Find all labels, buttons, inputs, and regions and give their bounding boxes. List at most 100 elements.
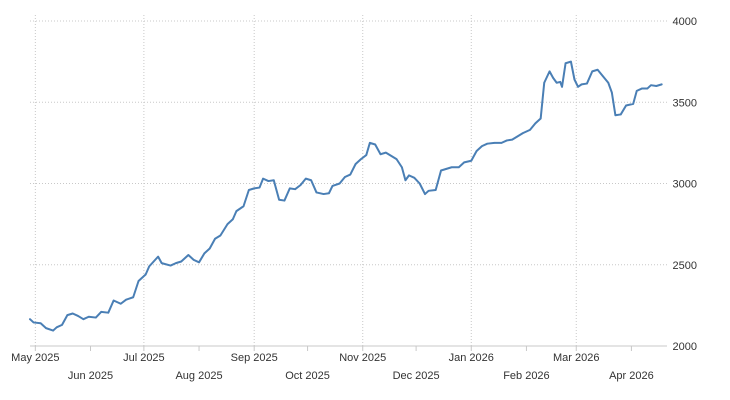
data-point [511,138,513,141]
data-point [52,329,54,332]
data-point [82,318,85,320]
data-point [344,176,346,178]
x-tick-label: Oct 2025 [285,370,330,382]
data-point [559,81,562,83]
data-point [107,311,110,314]
data-point [235,210,238,212]
data-point [625,104,627,107]
y-tick-label: 2500 [673,260,697,272]
data-point [522,132,524,134]
data-point [463,161,465,164]
data-point [486,142,489,145]
data-point [267,180,270,182]
data-point [440,169,442,172]
data-point [66,314,69,316]
data-point [506,139,508,142]
data-point [248,189,250,191]
x-tick-label: Jan 2026 [449,352,494,364]
x-tick-label: Apr 2026 [609,370,654,382]
data-point [137,280,140,282]
data-point [288,187,291,190]
y-tick-label: 3000 [673,179,697,191]
data-point [87,315,90,318]
data-point [573,78,576,81]
data-point [294,188,296,190]
series-line [29,60,663,332]
data-point [516,135,519,138]
data-point [379,153,382,156]
data-point [395,158,398,160]
data-point [543,81,546,84]
data-point [548,70,551,73]
data-point [71,312,74,315]
data-point [354,163,357,165]
data-point [445,168,448,170]
data-point [175,262,177,264]
x-tick-label: Dec 2025 [393,370,440,382]
data-point [214,237,216,240]
data-point [226,223,229,225]
data-point [552,77,554,79]
data-point [614,114,617,117]
data-point [561,86,563,88]
data-point [570,60,572,63]
data-point [602,75,604,78]
x-tick-label: Nov 2025 [339,352,386,364]
data-point [404,179,407,182]
y-tick-label: 4000 [673,16,697,28]
data-point [299,184,302,186]
data-point [534,122,537,125]
data-point [646,87,649,90]
x-tick-label: Sep 2025 [231,352,278,364]
data-point [349,173,352,176]
data-point [360,158,362,160]
data-point [144,273,147,276]
data-point [219,234,222,237]
data-point [555,81,558,84]
x-tick-label: Feb 2026 [503,370,549,382]
data-point [331,185,334,187]
data-point [157,255,159,258]
data-point [100,311,102,313]
data-point [77,315,79,317]
data-point [635,90,638,92]
data-point [328,192,330,195]
data-point [369,142,371,144]
x-tick-label: Mar 2026 [553,352,599,364]
data-point [580,83,583,86]
data-point [180,260,183,263]
data-point [32,321,35,324]
data-point [374,143,376,146]
data-point [539,117,542,120]
data-point [119,302,122,305]
data-point [529,129,531,131]
series-area [29,60,663,332]
data-point [470,159,473,162]
data-point [650,84,652,86]
data-point [660,83,663,86]
data-point [45,327,47,329]
data-point [55,326,58,329]
data-point [61,324,63,326]
data-point [385,151,387,154]
x-tick-label: Jul 2025 [123,352,165,364]
data-point [315,191,318,194]
data-point [413,177,416,179]
data-point [39,322,42,325]
x-tick-label: Aug 2025 [175,370,222,382]
data-point [242,205,245,208]
data-point [408,174,410,177]
data-point [272,179,275,182]
data-point [390,155,393,157]
data-point [365,154,368,156]
data-point [481,145,483,147]
axes: 2000 2500 3000 3500 4000 May 2025 Jun 2025 Jul … [11,16,697,382]
data-point [607,81,610,84]
data-point [322,193,325,195]
data-point [655,85,658,87]
data-point [112,299,115,302]
data-point [424,193,426,195]
data-point [427,190,430,192]
data-point [125,298,127,301]
